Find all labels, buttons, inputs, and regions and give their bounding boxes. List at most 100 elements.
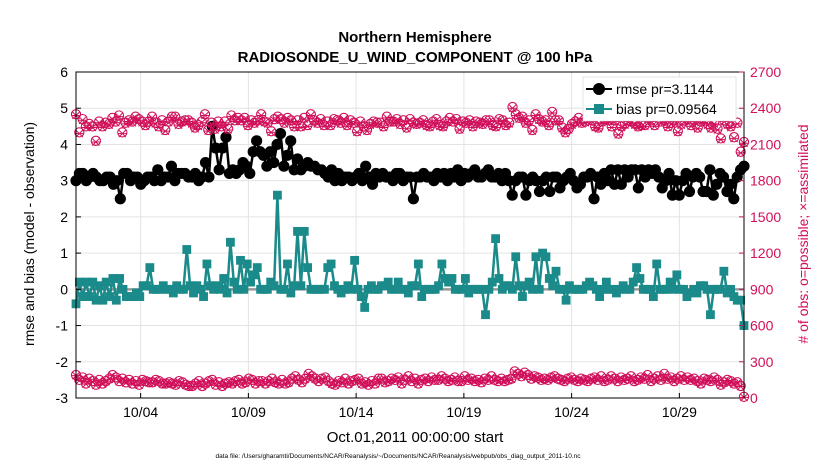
obs-assimilated-point xyxy=(355,118,365,127)
bias-point xyxy=(283,259,292,269)
bias-point xyxy=(507,284,517,294)
x-tick-label: 10/09 xyxy=(231,404,266,420)
obs-assimilated-point xyxy=(349,119,359,128)
obs-assimilated-point xyxy=(468,123,478,132)
bias-point xyxy=(88,277,98,287)
obs-possible-point xyxy=(672,126,684,137)
rmse-point xyxy=(711,178,723,190)
bias-point xyxy=(296,281,306,291)
obs-possible-point xyxy=(504,117,515,128)
obs-assimilated-point xyxy=(263,119,273,128)
y-axis-right-label: # of obs: o=possible; ×=assimilated xyxy=(795,124,811,343)
bias-point xyxy=(252,263,262,272)
bias-point xyxy=(719,266,729,276)
obs-assimilated-point xyxy=(88,123,97,132)
obs-assimilated-point xyxy=(659,370,669,379)
obs-assimilated-point xyxy=(726,123,736,132)
bias-point xyxy=(202,259,212,269)
bias-point xyxy=(360,303,370,312)
bias-point xyxy=(437,259,447,269)
obs-assimilated-point xyxy=(326,122,336,131)
bias-point xyxy=(249,270,259,280)
bias-point xyxy=(524,277,534,287)
bias-point xyxy=(601,277,611,287)
rmse-point xyxy=(220,131,232,143)
obs-assimilated-point xyxy=(607,123,617,132)
y-right-tick-label: 1800 xyxy=(750,173,781,189)
y-left-tick-label: -1 xyxy=(56,318,69,334)
rmse-point xyxy=(663,167,675,180)
bias-point xyxy=(413,259,423,269)
y-right-tick-label: 1500 xyxy=(750,209,781,225)
obs-assimilated-point xyxy=(716,135,726,144)
y-right-tick-label: 2400 xyxy=(750,100,781,116)
obs-possible-point xyxy=(97,121,108,132)
obs-assimilated-point xyxy=(574,115,584,124)
bias-point xyxy=(269,281,279,291)
obs-assimilated-point xyxy=(170,113,180,122)
bias-point xyxy=(665,277,675,287)
bias-point xyxy=(289,281,299,291)
rmse-point xyxy=(244,167,256,180)
y-left-tick-label: 0 xyxy=(60,281,68,297)
obs-possible-point xyxy=(104,373,115,384)
bias-point xyxy=(356,292,366,301)
rmse-point xyxy=(216,142,229,154)
obs-assimilated-point xyxy=(410,375,420,384)
bias-point xyxy=(487,277,497,287)
obs-assimilated-point xyxy=(729,134,739,143)
y-left-tick-label: 2 xyxy=(60,209,68,225)
bias-point xyxy=(168,288,178,298)
obs-assimilated-point xyxy=(732,119,742,128)
obs-assimilated-point xyxy=(398,117,408,126)
axis-ticks: -3 -2 -1 0 1 2 3 4 5 6 0 300 600 900 1200 1500 1800 2100 2… xyxy=(56,64,782,420)
obs-assimilated-point xyxy=(402,124,412,133)
obs-assimilated-point xyxy=(200,111,210,120)
y-right-tick-label: 2700 xyxy=(750,64,781,80)
obs-possible-point xyxy=(613,128,624,139)
chart-title: Northern Hemisphere xyxy=(338,29,491,46)
rmse-point xyxy=(544,185,556,198)
bias-point xyxy=(403,288,413,298)
series-assimilated-low xyxy=(71,368,749,402)
bias-point xyxy=(625,284,635,294)
legend-box xyxy=(582,76,737,122)
obs-assimilated-point xyxy=(147,113,157,122)
obs-assimilated-point xyxy=(709,119,719,128)
rmse-point xyxy=(707,189,719,201)
obs-assimilated-point xyxy=(157,117,167,126)
obs-assimilated-point xyxy=(455,126,465,134)
bias-point xyxy=(669,284,678,294)
bias-point xyxy=(262,284,272,294)
obs-possible-point xyxy=(140,119,151,131)
rmse-point xyxy=(588,193,600,205)
x-tick-label: 10/04 xyxy=(123,404,158,420)
obs-possible-point xyxy=(394,118,406,130)
bias-point xyxy=(534,284,544,294)
obs-assimilated-point xyxy=(484,117,494,126)
rmse-point xyxy=(213,164,225,176)
obs-assimilated-point xyxy=(693,124,703,133)
bias-point xyxy=(286,288,296,298)
bias-point xyxy=(628,277,638,287)
bias-point xyxy=(531,252,541,262)
rmse-point xyxy=(704,164,716,176)
bias-point xyxy=(460,274,470,283)
obs-assimilated-point xyxy=(197,118,207,127)
obs-assimilated-point xyxy=(78,374,88,383)
obs-assimilated-point xyxy=(354,375,363,384)
bias-point xyxy=(494,274,504,283)
obs-assimilated-point xyxy=(164,118,173,127)
rmse-point xyxy=(291,153,304,165)
obs-assimilated-point xyxy=(160,127,170,136)
bias-point xyxy=(662,284,672,294)
obs-possible-point xyxy=(90,135,101,146)
x-tick-label: 10/14 xyxy=(339,404,374,420)
obs-possible-point xyxy=(74,127,85,138)
bias-point xyxy=(74,277,84,287)
bias-point xyxy=(219,274,229,283)
obs-assimilated-point xyxy=(706,124,716,133)
obs-assimilated-point xyxy=(650,122,660,131)
rmse-point xyxy=(165,160,178,172)
bias-point xyxy=(702,284,712,294)
